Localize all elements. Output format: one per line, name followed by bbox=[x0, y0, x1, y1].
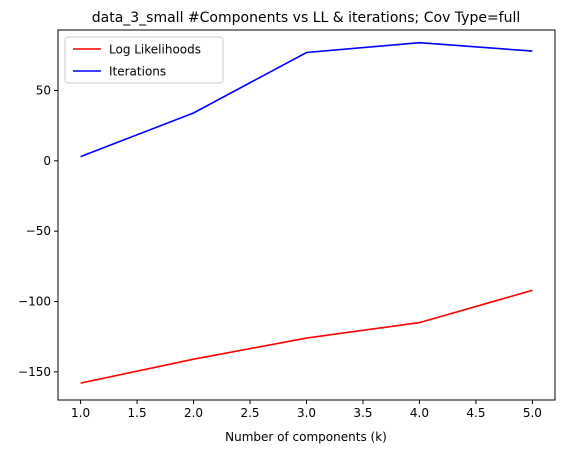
series-line-0 bbox=[80, 289, 533, 384]
y-tick-label: −100 bbox=[18, 295, 51, 309]
x-tick-label: 2.5 bbox=[240, 406, 259, 420]
plot-area: 1.0 1.5 2.0 2.5 3.0 3.5 4.0 4.5 5.0 −150 −100 −50 0 5… bbox=[18, 29, 556, 420]
x-tick-label: 5.0 bbox=[523, 406, 542, 420]
legend-label-1: Iterations bbox=[109, 65, 166, 79]
x-tick-label: 3.0 bbox=[297, 406, 316, 420]
chart-title: data_3_small #Components vs LL & iterati… bbox=[92, 10, 521, 26]
y-tick-label: −50 bbox=[26, 224, 51, 238]
x-tick-label: 3.5 bbox=[353, 406, 372, 420]
x-tick-label: 4.0 bbox=[410, 406, 429, 420]
series-line-1 bbox=[80, 41, 533, 158]
y-tick-label: 50 bbox=[36, 83, 51, 97]
y-tick-label: 0 bbox=[43, 154, 51, 168]
x-tick-label: 1.0 bbox=[71, 406, 90, 420]
axes-frame bbox=[57, 29, 556, 401]
x-axis-label: Number of components (k) bbox=[225, 430, 387, 444]
legend-label-0: Log Likelihoods bbox=[109, 43, 201, 57]
x-tick-label: 1.5 bbox=[128, 406, 147, 420]
legend-box bbox=[64, 36, 224, 84]
x-tick-label: 4.5 bbox=[466, 406, 485, 420]
y-tick-label: −150 bbox=[18, 365, 51, 379]
x-tick-label: 2.0 bbox=[184, 406, 203, 420]
